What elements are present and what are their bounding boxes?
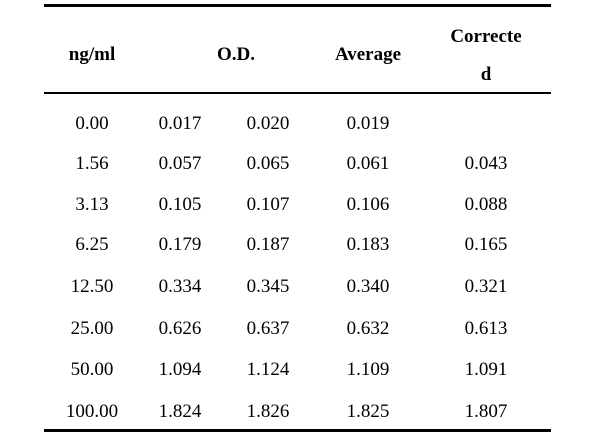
cell-od-2: 0.637	[246, 318, 290, 339]
table-row: 50.00 1.094 1.124 1.109 1.091	[0, 359, 600, 381]
table-bottom-rule	[44, 429, 551, 432]
cell-concentration: 12.50	[70, 276, 114, 297]
cell-od-1: 0.017	[158, 113, 202, 134]
table-row: 1.56 0.057 0.065 0.061 0.043	[0, 153, 600, 175]
table-row: 0.00 0.017 0.020 0.019	[0, 113, 600, 135]
cell-od-1: 0.105	[158, 194, 202, 215]
cell-corrected: 0.088	[464, 194, 508, 215]
cell-od-2: 0.187	[246, 234, 290, 255]
table-row: 3.13 0.105 0.107 0.106 0.088	[0, 194, 600, 216]
cell-od-1: 0.626	[158, 318, 202, 339]
cell-average: 0.632	[346, 318, 390, 339]
cell-average: 0.106	[346, 194, 390, 215]
cell-od-2: 0.345	[246, 276, 290, 297]
cell-average: 1.825	[346, 401, 390, 422]
cell-od-1: 0.179	[158, 234, 202, 255]
cell-average: 0.340	[346, 276, 390, 297]
table-row: 25.00 0.626 0.637 0.632 0.613	[0, 318, 600, 340]
cell-od-2: 1.826	[246, 401, 290, 422]
cell-concentration: 1.56	[75, 153, 109, 174]
cell-od-2: 0.020	[246, 113, 290, 134]
cell-concentration: 0.00	[75, 113, 109, 134]
cell-average: 0.183	[346, 234, 390, 255]
cell-concentration: 3.13	[75, 194, 109, 215]
table-row: 6.25 0.179 0.187 0.183 0.165	[0, 234, 600, 256]
header-corrected-line2: d	[480, 64, 492, 85]
header-average: Average	[334, 44, 402, 65]
cell-concentration: 25.00	[70, 318, 114, 339]
table-row: 100.00 1.824 1.826 1.825 1.807	[0, 401, 600, 423]
cell-corrected: 0.613	[464, 318, 508, 339]
cell-od-1: 0.057	[158, 153, 202, 174]
cell-corrected: 0.165	[464, 234, 508, 255]
table-header-rule	[44, 92, 551, 94]
header-concentration: ng/ml	[68, 44, 116, 65]
cell-od-1: 0.334	[158, 276, 202, 297]
cell-od-2: 1.124	[246, 359, 290, 380]
cell-concentration: 6.25	[75, 234, 109, 255]
table-top-rule	[44, 4, 551, 7]
cell-average: 0.019	[346, 113, 390, 134]
header-corrected-line1: Correcte	[450, 26, 522, 47]
table-row: 12.50 0.334 0.345 0.340 0.321	[0, 276, 600, 298]
cell-corrected: 1.807	[464, 401, 508, 422]
cell-corrected: 0.321	[464, 276, 508, 297]
cell-corrected: 1.091	[464, 359, 508, 380]
cell-od-2: 0.107	[246, 194, 290, 215]
cell-average: 1.109	[346, 359, 390, 380]
cell-od-1: 1.094	[158, 359, 202, 380]
cell-average: 0.061	[346, 153, 390, 174]
header-od: O.D.	[217, 44, 255, 65]
cell-concentration: 50.00	[70, 359, 114, 380]
cell-od-1: 1.824	[158, 401, 202, 422]
cell-corrected: 0.043	[464, 153, 508, 174]
cell-concentration: 100.00	[65, 401, 119, 422]
cell-od-2: 0.065	[246, 153, 290, 174]
